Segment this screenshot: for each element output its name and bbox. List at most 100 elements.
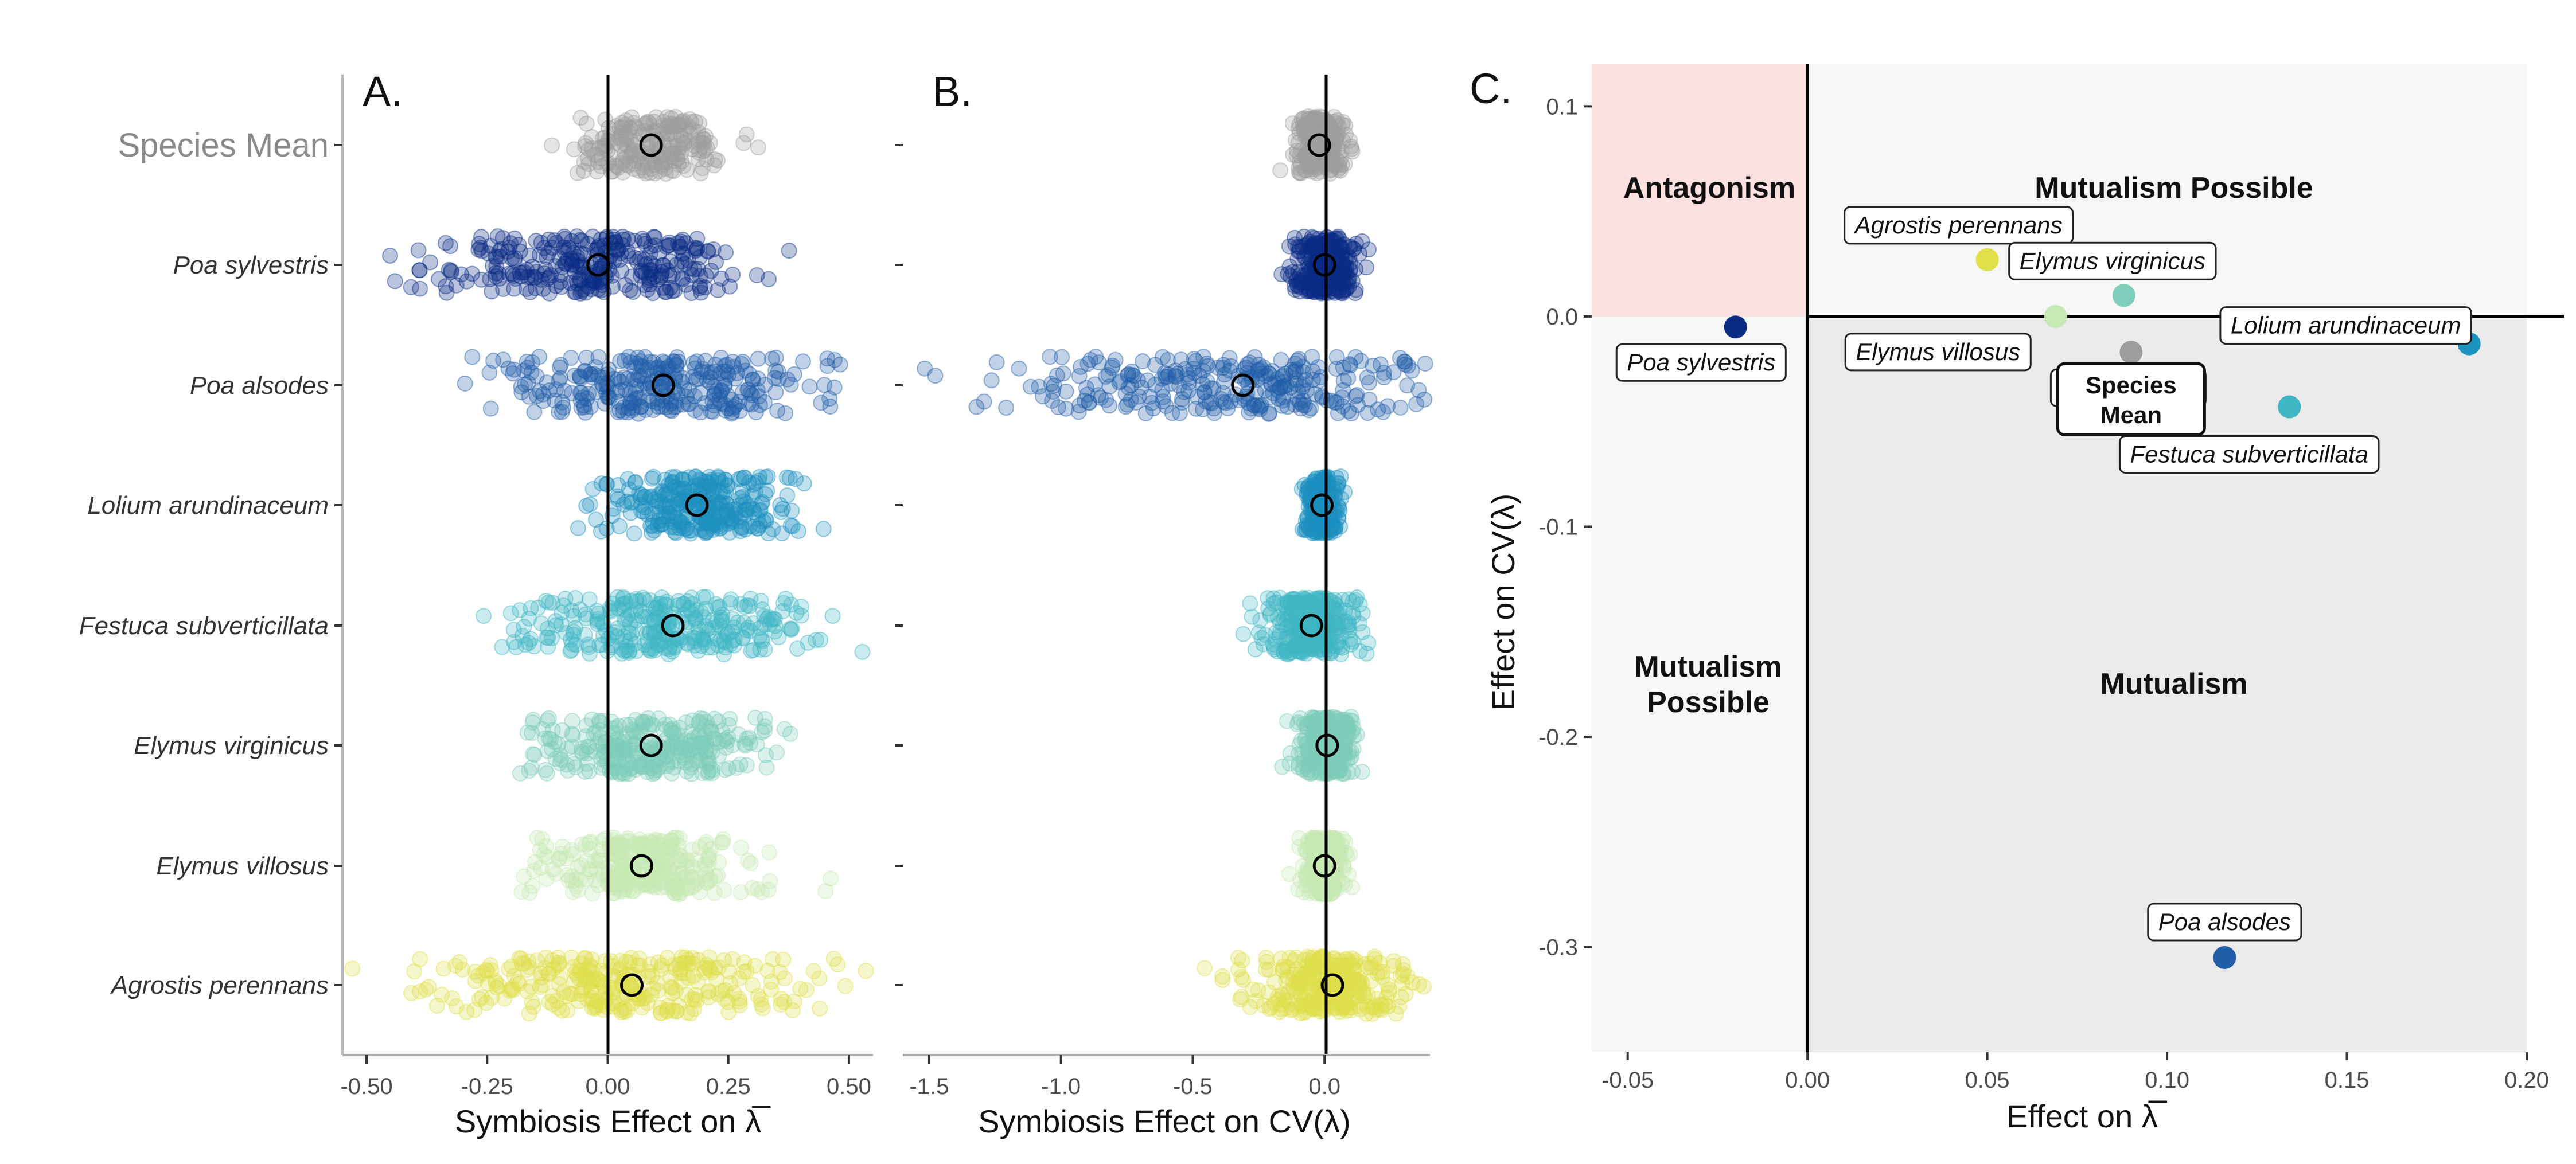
jitter-point	[614, 119, 630, 135]
jitter-point	[693, 522, 710, 538]
jitter-point	[671, 117, 687, 134]
jitter-point	[633, 357, 649, 374]
jitter-point	[584, 140, 600, 157]
jitter-point	[646, 229, 663, 245]
jitter-point	[540, 620, 556, 637]
jitter-point	[473, 229, 489, 245]
jitter-point	[722, 278, 738, 295]
jitter-point	[858, 963, 874, 979]
jitter-point	[623, 268, 640, 285]
jitter-point	[690, 261, 707, 278]
jitter-point	[658, 399, 675, 416]
jitter-point	[675, 396, 691, 413]
jitter-point	[662, 149, 679, 166]
jitter-point	[506, 280, 523, 297]
jitter-point	[736, 507, 753, 524]
jitter-point	[687, 113, 704, 130]
mutualism-possible-region-bottom	[1592, 316, 1808, 1052]
species-label-elymus-villosus: Elymus villosus	[156, 852, 329, 880]
jitter-point	[1375, 404, 1392, 420]
jitter-point	[387, 273, 403, 290]
jitter-point	[658, 154, 674, 170]
jitter-point	[708, 499, 724, 515]
jitter-point	[1291, 975, 1307, 992]
jitter-point	[541, 382, 558, 399]
jitter-point	[745, 518, 762, 535]
jitter-point	[716, 376, 733, 393]
jitter-point	[712, 395, 729, 412]
jitter-point	[1307, 877, 1324, 893]
jitter-point	[619, 157, 636, 174]
jitter-point	[749, 520, 766, 537]
jitter-point	[757, 377, 773, 393]
jitter-point	[1268, 594, 1284, 611]
jitter-point	[560, 241, 576, 258]
jitter-point	[744, 487, 761, 504]
jitter-point	[1342, 357, 1359, 374]
jitter-point	[757, 469, 774, 485]
jitter-point	[622, 354, 639, 370]
jitter-point	[473, 243, 490, 259]
jitter-point	[577, 138, 594, 154]
jitter-point	[633, 267, 649, 284]
jitter-point	[1351, 975, 1368, 991]
jitter-point	[548, 235, 564, 251]
jitter-point	[674, 270, 691, 287]
jitter-point	[675, 130, 692, 147]
jitter-point	[524, 714, 541, 731]
jitter-point	[638, 256, 654, 272]
jitter-point	[559, 252, 576, 268]
jitter-point	[637, 488, 653, 505]
jitter-point	[675, 518, 692, 535]
panel-c-y-axis-title: Effect on CV(λ)	[1485, 494, 1521, 711]
jitter-point	[735, 963, 752, 980]
x-tick-label: -0.25	[461, 1074, 513, 1099]
point-species-mean	[2119, 341, 2143, 364]
jitter-point	[741, 366, 758, 382]
x-tick-label: 0.10	[2145, 1068, 2189, 1093]
jitter-point	[613, 124, 630, 141]
jitter-point	[471, 236, 488, 252]
jitter-point	[531, 383, 548, 400]
jitter-point	[640, 114, 656, 130]
jitter-point	[616, 136, 633, 153]
jitter-point	[611, 130, 628, 146]
jitter-point	[689, 240, 706, 256]
jitter-point	[761, 271, 777, 287]
jitter-point	[626, 118, 643, 135]
jitter-point	[1079, 356, 1096, 372]
jitter-point	[684, 267, 700, 283]
jitter-point	[587, 358, 604, 375]
jitter-point	[467, 972, 484, 989]
jitter-point	[746, 504, 762, 521]
jitter-point	[707, 511, 723, 528]
jitter-point	[713, 270, 730, 287]
jitter-point	[552, 274, 568, 290]
panel-b: -1.5 -1.0 -0.5 0.0 B. Symbiosis Effect on C…	[895, 68, 1433, 1139]
jitter-point	[576, 399, 593, 416]
jitter-point	[541, 269, 558, 286]
jitter-point	[767, 349, 784, 366]
jitter-point	[681, 469, 697, 486]
jitter-point	[702, 369, 718, 385]
jitter-point	[673, 153, 690, 170]
jitter-point	[690, 131, 707, 148]
jitter-point	[668, 364, 685, 381]
jitter-point	[634, 159, 650, 176]
jitter-point	[646, 491, 662, 507]
jitter-point	[664, 162, 680, 179]
jitter-point	[564, 257, 580, 274]
jitter-point	[633, 399, 649, 415]
jitter-point	[633, 262, 649, 279]
jitter-point	[744, 880, 761, 896]
jitter-point	[645, 269, 662, 286]
jitter-point	[566, 284, 583, 300]
jitter-point	[695, 130, 711, 147]
jitter-point	[675, 245, 692, 262]
jitter-point	[657, 471, 673, 488]
jitter-point	[677, 521, 693, 537]
jitter-point	[1247, 641, 1264, 658]
jitter-point	[700, 243, 716, 260]
jitter-point	[662, 110, 679, 127]
jitter-point	[773, 504, 789, 521]
